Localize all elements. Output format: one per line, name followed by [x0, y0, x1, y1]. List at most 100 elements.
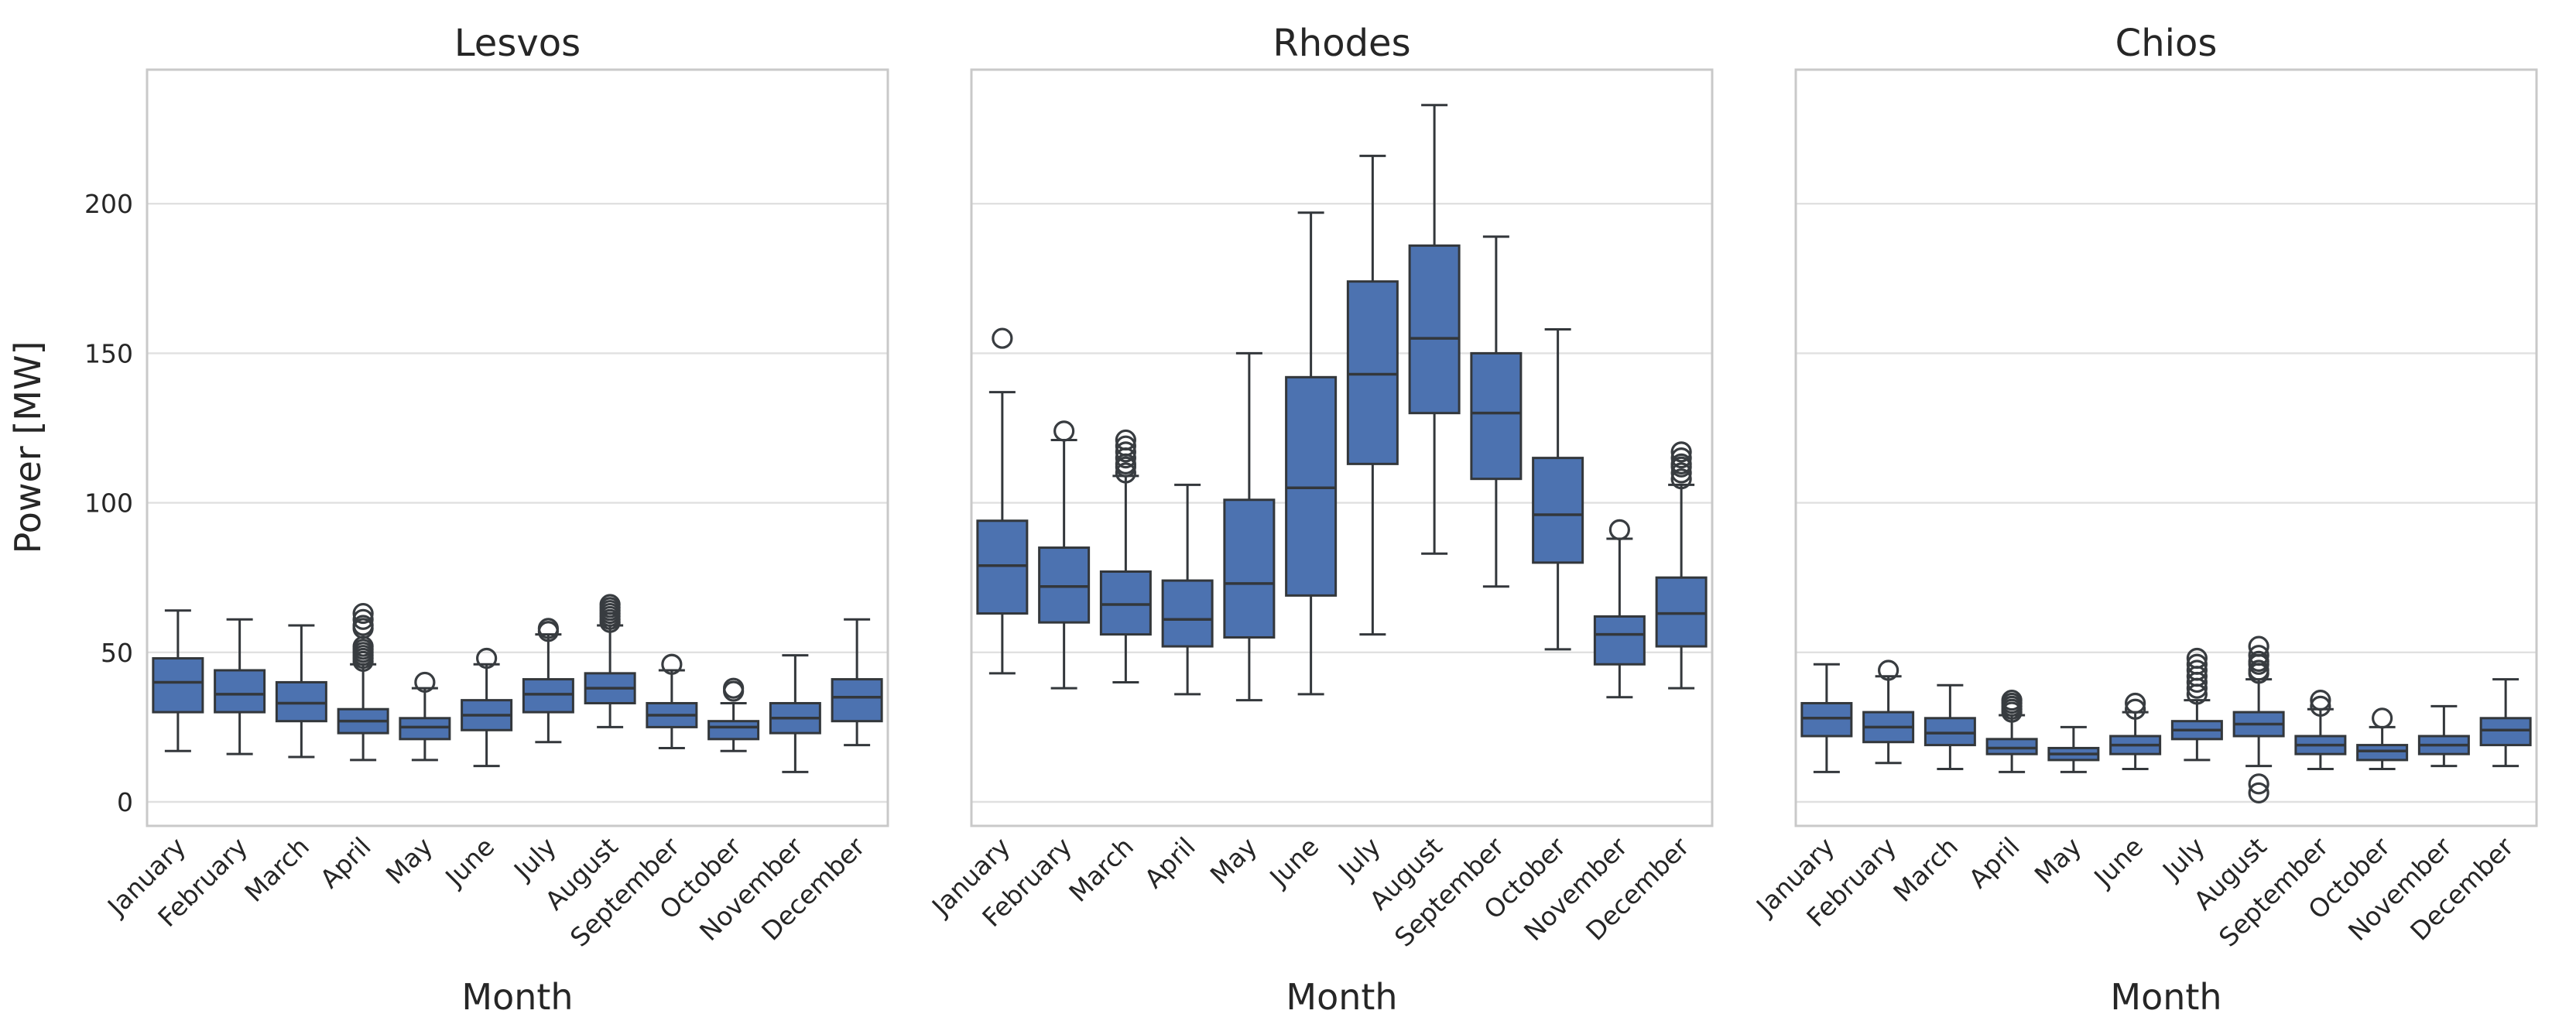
boxplot-chios-may [2047, 725, 2100, 773]
outlier-marker [2248, 645, 2269, 666]
y-tick-label-200: 200 [84, 189, 133, 219]
outlier-marker [1670, 468, 1692, 490]
boxplot-chios-january [1800, 663, 1853, 773]
boxplot-rhodes-february [1038, 420, 1091, 690]
boxplot-chios-march [1923, 683, 1976, 770]
iqr-box [1923, 717, 1976, 747]
outlier-marker [2125, 692, 2146, 714]
iqr-box [1985, 738, 2038, 755]
outlier-marker [1115, 441, 1136, 463]
iqr-box [2479, 717, 2532, 747]
panel-title-chios: Chios [2115, 22, 2218, 65]
iqr-box [831, 678, 883, 723]
outlier-marker [2186, 653, 2208, 675]
outlier-marker [2248, 659, 2269, 681]
boxplot-chios-june [2109, 692, 2162, 770]
boxplot-lesvos-march [275, 624, 327, 759]
outlier-marker [352, 615, 374, 636]
boxplot-chios-november [2417, 704, 2470, 768]
outlier-marker [1670, 462, 1692, 484]
outlier-marker [352, 608, 374, 630]
panel-spines [1794, 68, 2538, 827]
boxplot-chios-august [2232, 635, 2285, 804]
boxplot-rhodes-june [1285, 211, 1338, 696]
iqr-box [1655, 576, 1708, 648]
outlier-marker [476, 647, 498, 670]
x-axis-label-rhodes: Month [1286, 976, 1397, 1018]
panel-title-lesvos: Lesvos [454, 22, 581, 65]
outlier-marker [1115, 462, 1136, 484]
outlier-marker [352, 602, 374, 625]
boxplot-rhodes-may [1223, 351, 1276, 702]
y-tick-label-0: 0 [117, 787, 133, 817]
iqr-box [214, 669, 266, 714]
boxplot-chios-october [2356, 707, 2409, 770]
outlier-marker [2186, 647, 2208, 670]
iqr-box [1161, 579, 1214, 648]
outlier-marker [2310, 695, 2331, 717]
iqr-box [399, 717, 451, 741]
outlier-marker [2186, 659, 2208, 681]
y-tick-label-100: 100 [84, 488, 133, 519]
outlier-marker [1115, 435, 1136, 457]
boxplot-rhodes-march [1099, 429, 1152, 683]
boxplot-lesvos-november [769, 654, 821, 773]
boxplot-chios-april [1985, 690, 2038, 773]
iqr-box [1346, 280, 1399, 465]
x-axis-label-chios: Month [2110, 976, 2221, 1018]
boxplot-lesvos-july [522, 618, 574, 744]
boxplot-lesvos-january [152, 609, 204, 752]
outlier-marker [992, 327, 1013, 349]
boxplot-lesvos-may [399, 671, 451, 762]
outlier-marker [2248, 635, 2269, 657]
outlier-marker [1608, 519, 1630, 540]
iqr-box [1532, 457, 1584, 564]
outlier-marker [1670, 447, 1692, 469]
x-axis-label-lesvos: Month [461, 976, 573, 1018]
boxplot-lesvos-february [214, 618, 266, 755]
boxplot-rhodes-july [1346, 154, 1399, 636]
outlier-marker [414, 671, 436, 694]
iqr-box [1470, 351, 1523, 481]
panel-title-rhodes: Rhodes [1273, 22, 1410, 65]
iqr-box [707, 720, 760, 741]
gridlines-chios [1796, 203, 2537, 803]
boxplot-rhodes-november [1593, 519, 1646, 699]
boxplot-chios-february [1862, 659, 1915, 765]
panel-spines [970, 68, 1714, 827]
boxplot-rhodes-december [1655, 441, 1708, 690]
outlier-marker [2248, 782, 2269, 804]
boxplot-lesvos-april [337, 602, 389, 762]
outlier-marker [723, 677, 745, 699]
outlier-marker [537, 618, 559, 639]
iqr-box [275, 680, 327, 723]
outlier-marker [599, 594, 621, 615]
boxplot-chios-september [2294, 690, 2347, 770]
boxplot-chios-december [2479, 678, 2532, 768]
outlier-marker [1670, 441, 1692, 463]
outlier-marker [2125, 698, 2146, 720]
boxplot-chios-july [2170, 647, 2223, 762]
y-tick-label-50: 50 [101, 638, 133, 668]
outlier-marker [2372, 707, 2393, 729]
iqr-box [1038, 546, 1091, 624]
boxplot-rhodes-august [1408, 104, 1461, 555]
iqr-box [1408, 244, 1461, 415]
boxplot-rhodes-april [1161, 483, 1214, 696]
outlier-marker [1670, 453, 1692, 474]
boxplot-lesvos-june [461, 647, 513, 768]
iqr-box [1223, 498, 1276, 639]
boxplot-rhodes-october [1532, 327, 1584, 651]
y-axis-label: Power [MW] [7, 341, 49, 554]
outlier-marker [1053, 420, 1075, 442]
iqr-box [2356, 744, 2409, 762]
iqr-box [1800, 701, 1853, 738]
boxplot-lesvos-august [584, 594, 636, 728]
outlier-marker [1878, 659, 1899, 681]
outlier-marker [2310, 690, 2331, 711]
outlier-marker [2248, 773, 2269, 795]
boxplot-lesvos-september [646, 653, 698, 749]
gridlines-lesvos [147, 203, 888, 803]
